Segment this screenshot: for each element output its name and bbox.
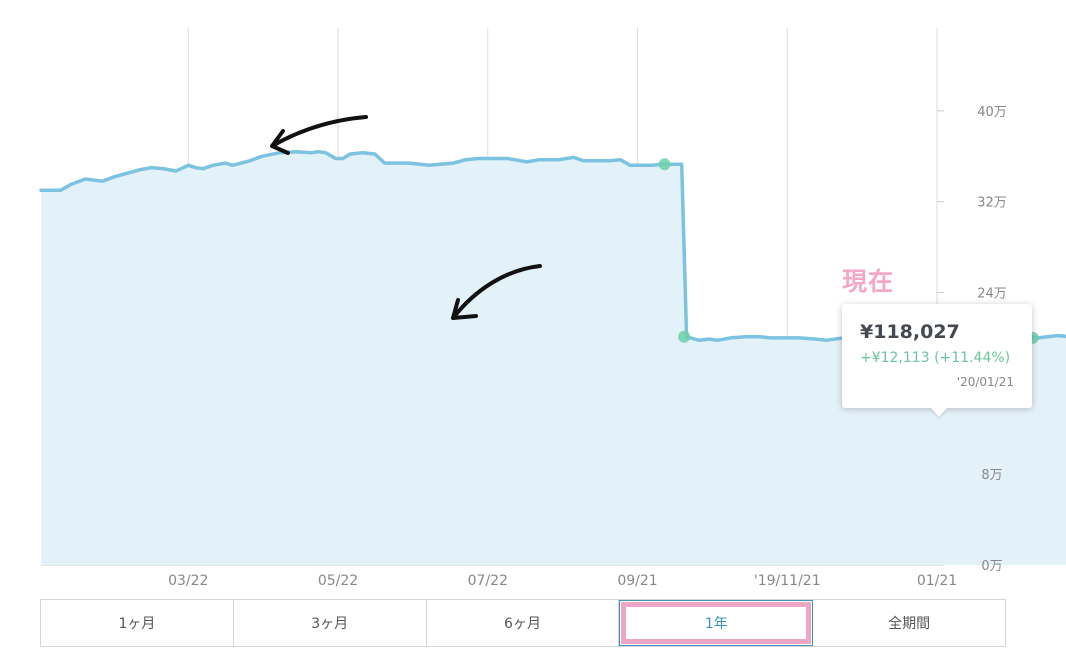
x-tick-label: 01/21 <box>917 573 957 589</box>
x-tick-label: 05/22 <box>318 573 358 589</box>
y-tick-label: 8万 <box>981 468 1002 483</box>
series-area <box>41 151 1066 565</box>
y-tick-label: 32万 <box>977 196 1007 211</box>
area-fill <box>41 151 1066 565</box>
x-tick-label: 03/22 <box>168 573 208 589</box>
current-label: 現在 <box>842 267 895 296</box>
price-line <box>39 149 1066 344</box>
data-marker <box>658 158 671 171</box>
value-tooltip: ¥118,027 +¥12,113 (+11.44%) '20/01/21 <box>842 304 1032 417</box>
y-tick-label: 24万 <box>977 287 1007 302</box>
period-1-year-button[interactable]: 1年 <box>619 600 814 646</box>
tooltip-date: '20/01/21 <box>956 375 1014 389</box>
y-tick-label: 40万 <box>977 105 1007 120</box>
period-3-months-button[interactable]: 3ヶ月 <box>234 600 427 646</box>
y-tick-label: 0万 <box>981 559 1002 574</box>
asset-trend-chart: 03/2205/2207/2209/21'19/11/2101/210万8万16… <box>39 28 1066 589</box>
series-line <box>39 149 1066 344</box>
data-marker <box>678 330 691 343</box>
period-selector: 1ヶ月 3ヶ月 6ヶ月 1年 全期間 <box>40 599 1006 647</box>
x-tick-label: 09/21 <box>617 573 657 589</box>
period-all-button[interactable]: 全期間 <box>888 616 931 632</box>
tooltip-pointer <box>931 408 947 417</box>
period-6-months-button[interactable]: 6ヶ月 <box>427 600 620 646</box>
annotation-arrow-2 <box>451 264 542 320</box>
annotation-arrows <box>270 115 542 320</box>
x-tick-label: 07/22 <box>468 573 508 589</box>
axis-labels: 03/2205/2207/2209/21'19/11/2101/210万8万16… <box>168 105 1007 589</box>
tooltip-change: +¥12,113 (+11.44%) <box>860 350 1011 366</box>
annotation-arrow-1 <box>270 115 368 155</box>
tooltip-value: ¥118,027 <box>860 321 960 343</box>
x-tick-label: '19/11/21 <box>754 573 821 589</box>
period-1-month-button[interactable]: 1ヶ月 <box>41 600 234 646</box>
